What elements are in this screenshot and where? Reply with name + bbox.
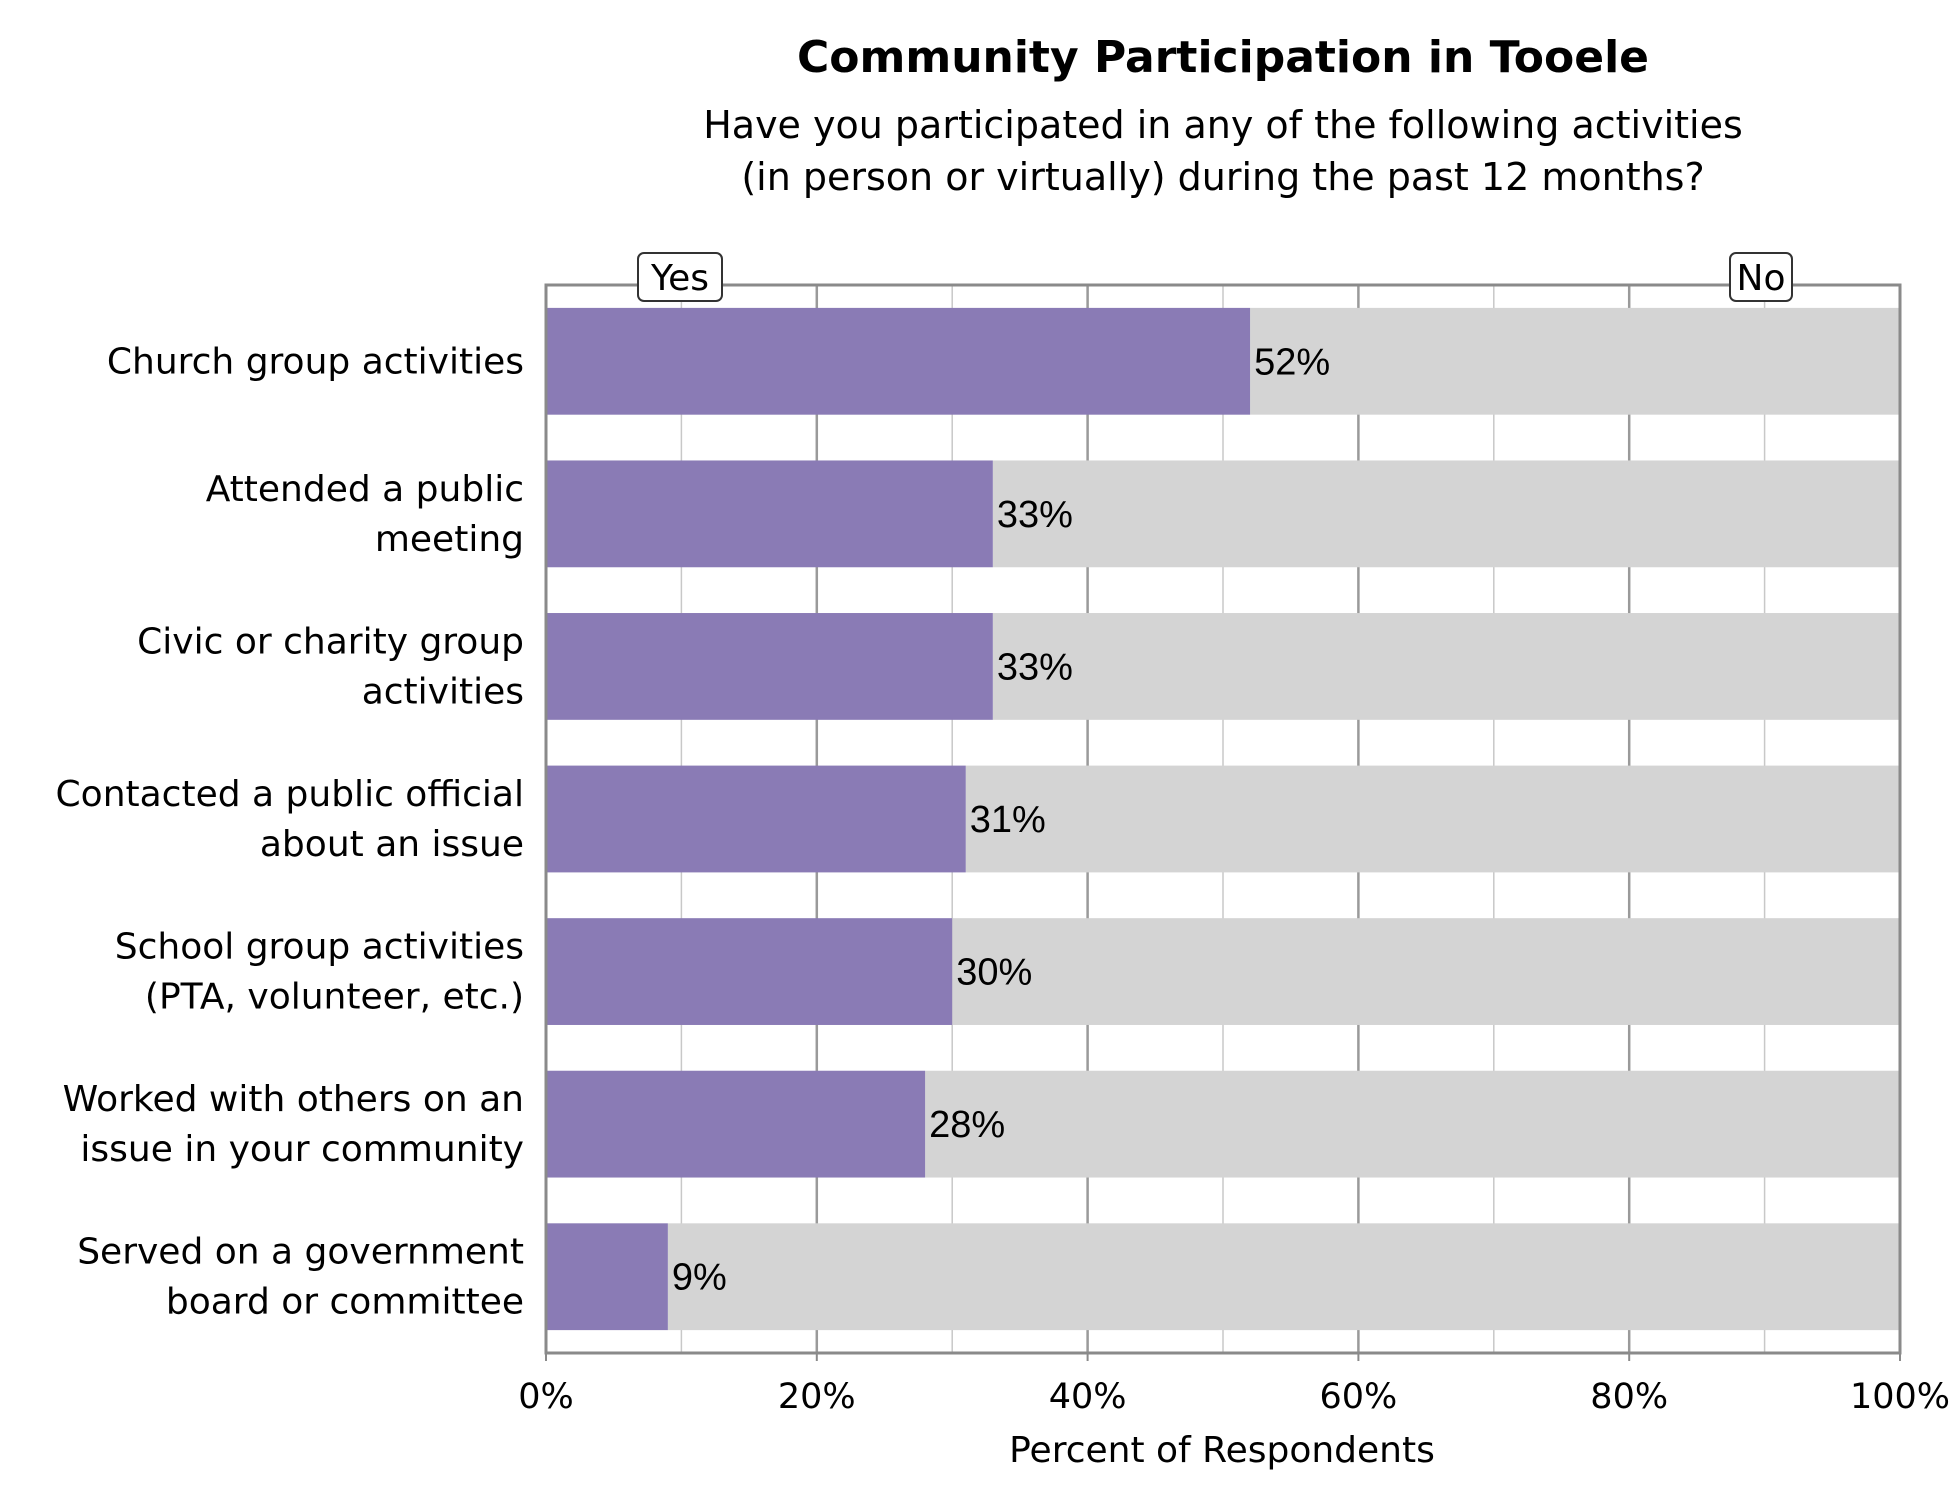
legend-yes-box — [637, 252, 723, 302]
bar-yes — [546, 307, 1251, 415]
category-label: (PTA, volunteer, etc.) — [145, 977, 524, 1018]
data-label: 31% — [970, 799, 1046, 841]
bar-no — [1250, 307, 1900, 415]
bar-yes — [546, 1223, 668, 1331]
bar-no — [952, 918, 1900, 1025]
category-label: Civic or charity group — [137, 621, 524, 662]
legend-no-box — [1729, 252, 1793, 302]
x-tick-label: 80% — [1590, 1377, 1668, 1417]
legend-no-label: No — [1737, 258, 1786, 299]
chart-title: Community Participation in Tooele — [797, 32, 1649, 83]
data-label: 33% — [997, 494, 1073, 536]
bar-yes — [546, 460, 993, 568]
x-tick-label: 20% — [778, 1377, 856, 1417]
x-tick-label: 40% — [1049, 1377, 1127, 1417]
category-label: Attended a public — [206, 469, 524, 510]
data-label: 30% — [956, 952, 1032, 994]
data-label: 52% — [1254, 341, 1330, 383]
category-label: Church group activities — [107, 341, 524, 382]
category-label: meeting — [375, 519, 524, 560]
x-axis-title: Percent of Respondents — [1009, 1430, 1435, 1471]
bar-no — [965, 765, 1900, 873]
category-label: activities — [362, 671, 524, 712]
bar-no — [925, 1070, 1900, 1178]
category-label: Served on a government — [77, 1232, 524, 1273]
x-tick-label: 100% — [1850, 1377, 1950, 1417]
bar-yes — [546, 613, 993, 720]
category-label: School group activities — [115, 927, 524, 968]
plot-border — [544, 283, 1902, 1355]
bar-no — [667, 1223, 1900, 1331]
data-label: 33% — [997, 646, 1073, 688]
data-label: 28% — [929, 1104, 1005, 1146]
x-tick-label: 0% — [518, 1377, 574, 1417]
category-label: about an issue — [260, 824, 524, 865]
data-label: 9% — [672, 1257, 727, 1299]
category-label: board or committee — [166, 1282, 524, 1323]
x-tick-label: 60% — [1320, 1377, 1398, 1417]
category-label: Contacted a public official — [56, 774, 524, 815]
plot-area: 52% Church group activities 33% Attended a … — [56, 252, 1950, 1417]
bar-yes — [546, 1070, 926, 1178]
bar-yes — [546, 918, 953, 1025]
bar-yes — [546, 765, 966, 873]
bar-no — [992, 613, 1900, 720]
category-label: issue in your community — [80, 1129, 524, 1170]
chart-subtitle-line-1: Have you participated in any of the foll… — [703, 103, 1743, 147]
bar-no — [992, 460, 1900, 568]
legend-yes-label: Yes — [650, 258, 709, 299]
category-label: Worked with others on an — [63, 1079, 524, 1120]
chart-subtitle-line-2: (in person or virtually) during the past… — [741, 155, 1704, 199]
